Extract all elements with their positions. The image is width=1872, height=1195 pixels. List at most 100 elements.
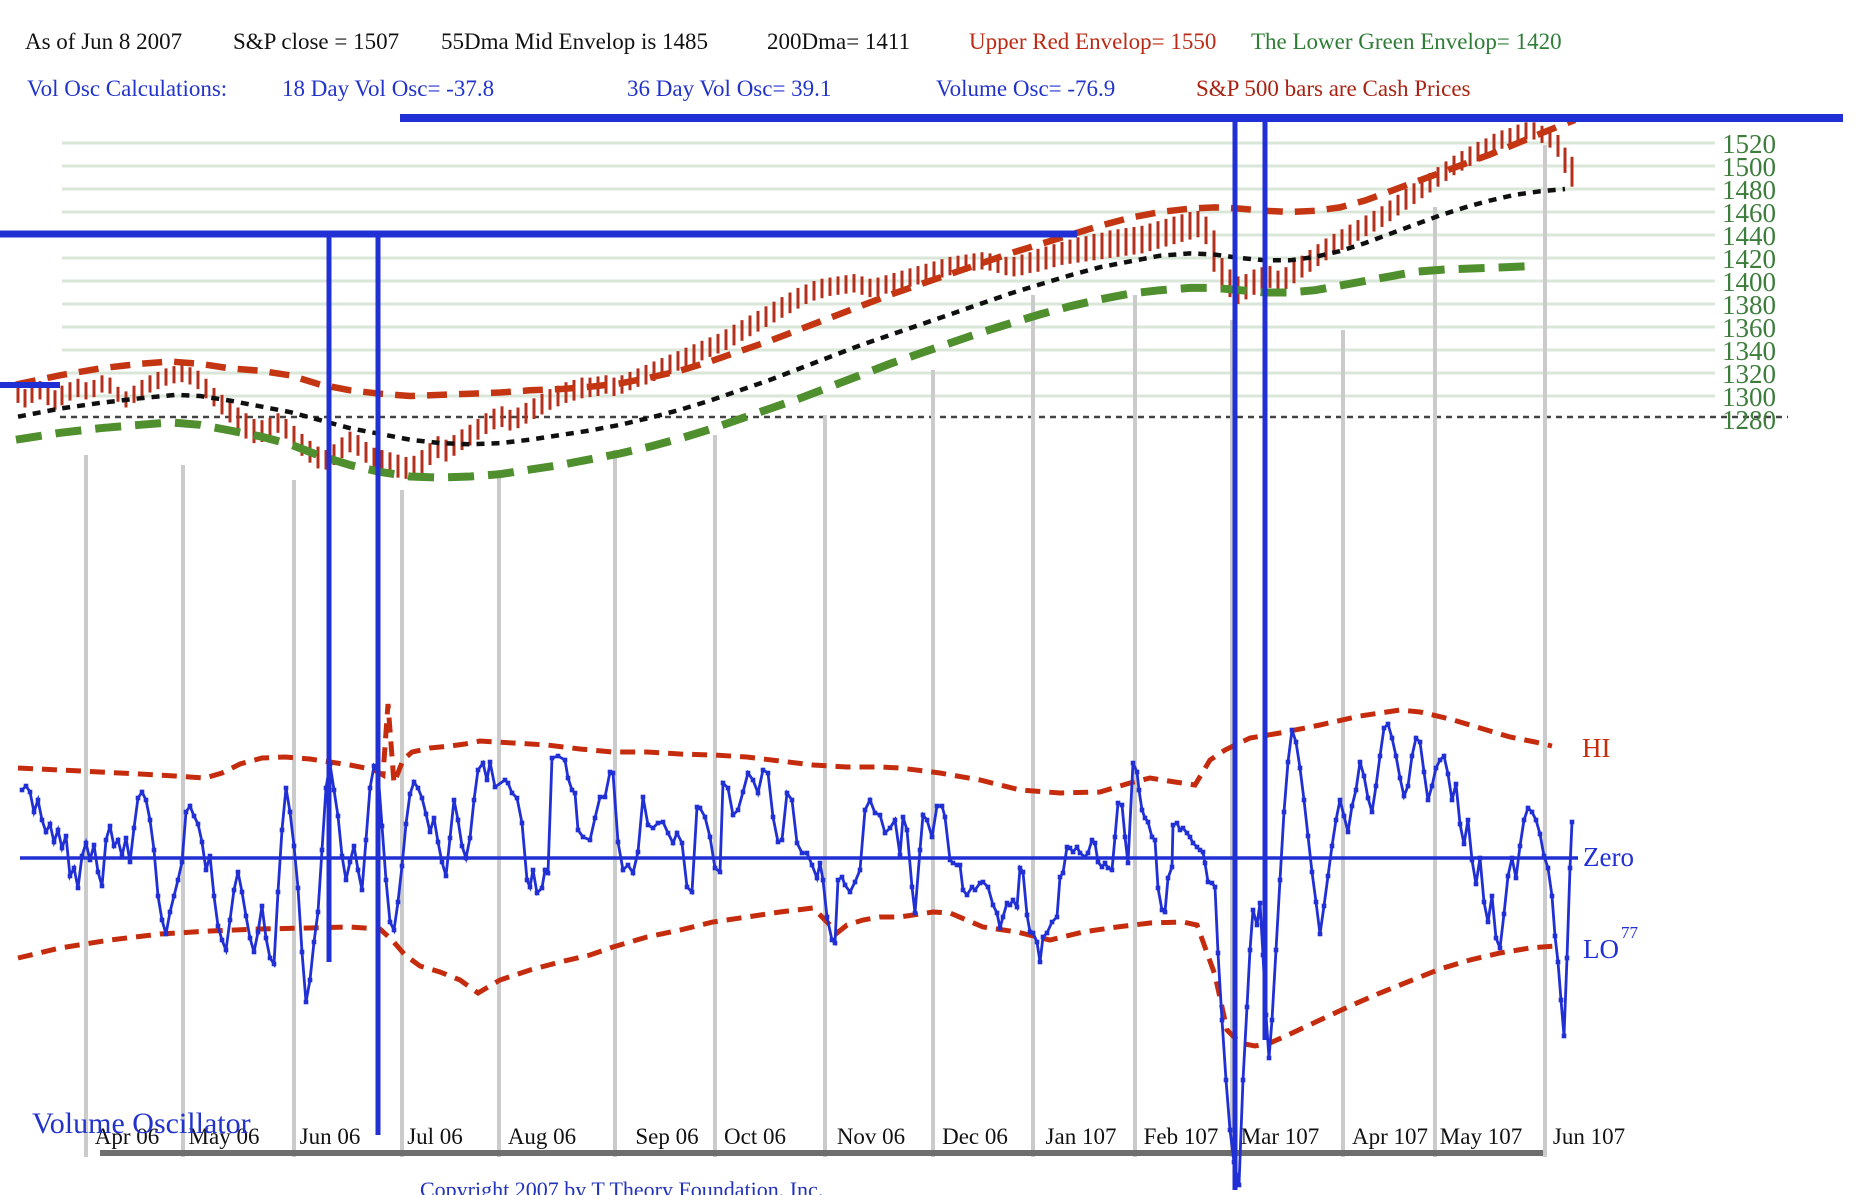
oscillator-marker <box>580 834 586 840</box>
oscillator-marker <box>770 814 776 820</box>
sp-close-label: S&P close = 1507 <box>233 29 399 54</box>
oscillator-marker <box>1421 769 1427 775</box>
cash-prices-note-label: S&P 500 bars are Cash Prices <box>1196 76 1471 101</box>
x-axis-month-label: Jul 06 <box>407 1124 463 1149</box>
oscillator-marker <box>355 867 361 873</box>
oscillator-marker <box>789 797 795 803</box>
oscillator-marker <box>665 830 671 836</box>
oscillator-marker <box>597 794 603 800</box>
oscillator-marker <box>924 817 930 823</box>
oscillator-marker <box>1269 1017 1275 1023</box>
x-axis-month-label: May 107 <box>1440 1124 1522 1149</box>
chart-generated-layers: 1520150014801460144014201400138013601340… <box>0 114 1843 1190</box>
lower-envelope-curve <box>15 262 1531 482</box>
oscillator-marker <box>227 917 233 923</box>
oscillator-marker <box>587 837 593 843</box>
oscillator-marker <box>1349 803 1355 809</box>
oscillator-marker <box>251 949 257 955</box>
oscillator-marker <box>1555 959 1561 965</box>
oscillator-marker <box>1155 885 1161 891</box>
oscillator-marker <box>335 813 341 819</box>
oscillator-marker <box>1240 1077 1246 1083</box>
oscillator-marker <box>1044 930 1050 936</box>
oscillator-marker <box>1202 860 1208 866</box>
oscillator-marker <box>820 877 826 883</box>
oscillator-marker <box>1085 850 1091 856</box>
oscillator-marker <box>1244 1004 1250 1010</box>
oscillator-marker <box>1449 797 1455 803</box>
oscillator-marker <box>852 879 858 885</box>
oscillator-marker <box>929 834 935 840</box>
oscillator-marker <box>809 862 815 868</box>
y-axis-label: 1380 <box>1722 290 1776 320</box>
oscillator-marker <box>882 830 888 836</box>
oscillator-marker <box>505 780 511 786</box>
oscillator-marker <box>451 797 457 803</box>
volume-osc-value-label: Volume Osc= -76.9 <box>936 76 1115 101</box>
y-axis-label: 1480 <box>1722 175 1776 205</box>
oscillator-marker <box>359 887 365 893</box>
oscillator-marker <box>343 877 349 883</box>
oscillator-marker <box>1057 874 1063 880</box>
oscillator-marker <box>1040 934 1046 940</box>
upper-red-envelope-label: Upper Red Envelop= 1550 <box>969 29 1216 54</box>
oscillator-marker <box>315 909 321 915</box>
oscillator-marker <box>1162 909 1168 915</box>
vol-osc-18day-label: 18 Day Vol Osc= -37.8 <box>282 76 494 101</box>
oscillator-marker <box>939 803 945 809</box>
oscillator-marker <box>1142 815 1148 821</box>
oscillator-marker <box>1010 897 1016 903</box>
oscillator-marker <box>615 839 621 845</box>
oscillator-marker <box>1184 830 1190 836</box>
oscillator-marker <box>99 883 105 889</box>
oscillator-marker <box>199 839 205 845</box>
oscillator-marker <box>1337 797 1343 803</box>
oscillator-marker <box>575 827 581 833</box>
oscillator-marker <box>569 787 575 793</box>
oscillator-marker <box>35 797 41 803</box>
oscillator-marker <box>159 917 165 923</box>
oscillator-marker <box>904 827 910 833</box>
oscillator-marker <box>1509 855 1515 861</box>
oscillator-marker <box>877 812 883 818</box>
oscillator-marker <box>47 821 53 827</box>
oscillator-marker <box>1122 834 1128 840</box>
oscillator-marker <box>717 869 723 875</box>
oscillator-marker <box>1437 757 1443 763</box>
oscillator-marker <box>985 884 991 890</box>
oscillator-marker <box>1223 1077 1229 1083</box>
oscillator-marker <box>957 862 963 868</box>
oscillator-marker <box>339 853 345 859</box>
oscillator-marker <box>720 780 726 786</box>
oscillator-marker <box>1485 919 1491 925</box>
oscillator-marker <box>279 827 285 833</box>
oscillator-marker <box>1489 893 1495 899</box>
oscillator-marker <box>1369 809 1375 815</box>
oscillator-marker <box>147 817 153 823</box>
oscillator-marker <box>75 885 81 891</box>
oscillator-marker <box>607 769 613 775</box>
oscillator-marker <box>1317 931 1323 937</box>
oscillator-marker <box>395 899 401 905</box>
oscillator-marker <box>1457 821 1463 827</box>
oscillator-marker <box>179 859 185 865</box>
oscillator-marker <box>259 903 265 909</box>
oscillator-marker <box>655 820 661 826</box>
oscillator-marker <box>740 789 746 795</box>
oscillator-marker <box>1381 725 1387 731</box>
oscillator-marker <box>1014 904 1020 910</box>
oscillator-marker <box>562 757 568 763</box>
oscillator-marker <box>371 763 377 769</box>
oscillator-marker <box>43 829 49 835</box>
hi-envelope-label: HI <box>1582 733 1611 763</box>
oscillator-marker <box>211 893 217 899</box>
oscillator-marker <box>1493 935 1499 941</box>
oscillator-marker <box>817 860 823 866</box>
oscillator-marker <box>1102 860 1108 866</box>
oscillator-marker <box>784 790 790 796</box>
oscillator-marker <box>347 859 353 865</box>
oscillator-marker <box>1297 765 1303 771</box>
oscillator-marker <box>1089 837 1095 843</box>
oscillator-marker <box>745 770 751 776</box>
oscillator-marker <box>1341 813 1347 819</box>
